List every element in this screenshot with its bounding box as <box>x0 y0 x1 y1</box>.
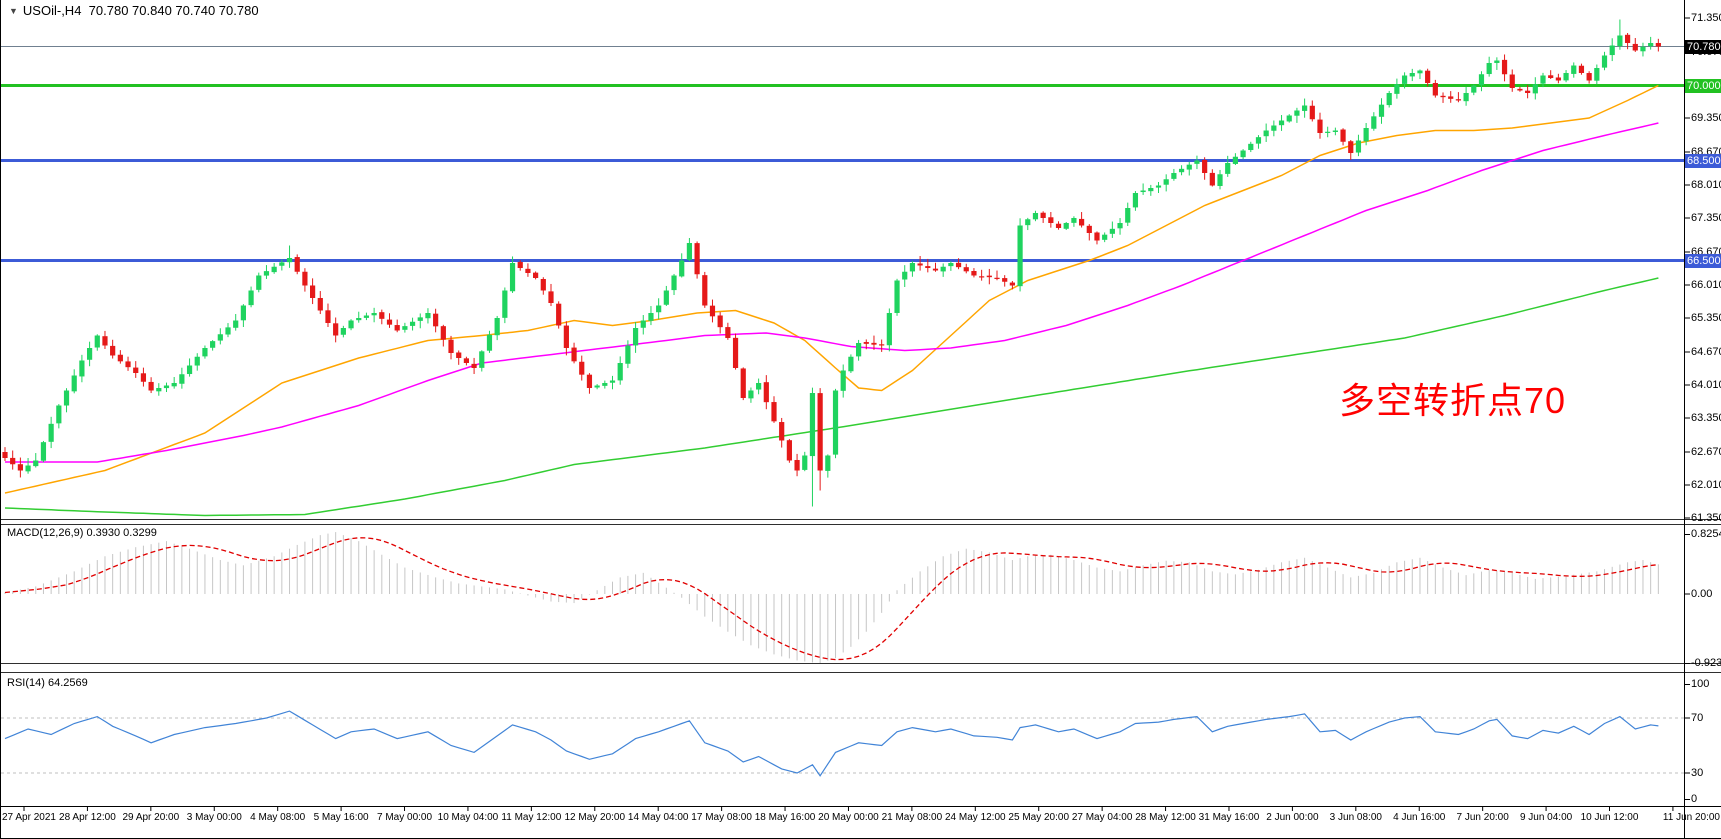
time-tick-label: 4 May 08:00 <box>250 812 306 823</box>
time-tick-label: 10 May 04:00 <box>437 812 499 823</box>
rsi-level-label: 100 <box>1691 678 1710 690</box>
symbol-dropdown-icon[interactable]: ▼ <box>9 6 18 16</box>
time-tick-label: 7 Jun 20:00 <box>1456 812 1509 823</box>
price-tick-label: 61.350 <box>1691 511 1721 524</box>
time-tick-label: 20 May 00:00 <box>818 812 879 823</box>
time-tick-label: 27 May 04:00 <box>1071 812 1133 823</box>
price-tick-label: 63.350 <box>1691 411 1721 424</box>
rsi-level-label: 70 <box>1691 711 1704 724</box>
price-tag-70.000: 70.000 <box>1685 78 1721 93</box>
price-tick-label: 62.010 <box>1691 478 1721 491</box>
macd-level-label: 0.00 <box>1691 587 1713 600</box>
macd-indicator-label: MACD(12,26,9) 0.3930 0.3299 <box>7 527 157 539</box>
price-tick-label: 62.670 <box>1691 445 1721 458</box>
price-tick-label: 67.350 <box>1691 211 1721 224</box>
price-tick-label: 71.350 <box>1691 11 1721 24</box>
time-tick-label: 3 May 00:00 <box>186 812 242 823</box>
medium-ma <box>5 122 1659 463</box>
time-tick-label: 25 May 20:00 <box>1008 812 1070 823</box>
price-tag-68.500: 68.500 <box>1685 153 1721 168</box>
rsi-line <box>4 710 1659 777</box>
slow-ma <box>4 277 1659 517</box>
time-tick-label: 5 May 16:00 <box>313 812 369 823</box>
time-tick-label: 27 Apr 2021 <box>2 812 56 823</box>
time-tick-label: 11 May 12:00 <box>501 812 562 823</box>
ohlc-values: 70.780 70.840 70.740 70.780 <box>88 3 259 18</box>
time-tick-label: 18 May 16:00 <box>754 812 816 823</box>
time-tick-label: 31 May 16:00 <box>1198 812 1260 823</box>
time-tick-label: 7 May 00:00 <box>376 812 433 823</box>
price-tick-label: 69.350 <box>1691 111 1721 124</box>
time-tick-label: 29 Apr 20:00 <box>122 812 180 823</box>
price-tag-70.780: 70.780 <box>1685 39 1721 54</box>
price-tag-66.500: 66.500 <box>1685 253 1721 268</box>
price-tick-label: 64.010 <box>1691 378 1721 391</box>
time-tick-label: 11 Jun 20:00 <box>1662 812 1720 823</box>
rsi-indicator-label: RSI(14) 64.2569 <box>7 677 88 689</box>
time-tick-label: 28 May 12:00 <box>1135 812 1196 823</box>
macd-level-label: 0.8254 <box>1691 528 1721 540</box>
time-tick-label: 24 May 12:00 <box>944 812 1006 823</box>
macd-signal-line <box>4 537 1659 661</box>
price-tick-label: 64.670 <box>1691 345 1721 358</box>
time-tick-label: 4 Jun 16:00 <box>1393 812 1446 823</box>
price-tick-label: 66.010 <box>1691 278 1721 291</box>
macd-level-label: -0.9234 <box>1691 657 1721 669</box>
time-tick-label: 9 Jun 04:00 <box>1519 812 1573 823</box>
time-tick-label: 14 May 04:00 <box>627 812 689 823</box>
time-tick-label: 3 Jun 08:00 <box>1329 812 1382 823</box>
symbol-timeframe: USOil-,H4 <box>22 3 82 18</box>
time-tick-label: 12 May 20:00 <box>564 812 626 823</box>
time-tick-label: 17 May 08:00 <box>691 812 752 823</box>
time-tick-label: 28 Apr 12:00 <box>59 812 116 823</box>
chart-title: ▼ USOil-,H4 70.780 70.840 70.740 70.780 <box>9 3 259 18</box>
time-tick-label: 2 Jun 00:00 <box>1266 812 1319 823</box>
rsi-level-label: 30 <box>1691 766 1704 779</box>
rsi-level-label: 0 <box>1691 793 1698 805</box>
price-tick-label: 68.010 <box>1691 178 1721 191</box>
price-tick-label: 65.350 <box>1691 311 1721 324</box>
time-tick-label: 21 May 08:00 <box>881 812 943 823</box>
fast-ma <box>4 84 1659 494</box>
annotation-text: 多空转折点70 <box>1339 380 1567 421</box>
time-tick-label: 10 Jun 12:00 <box>1580 812 1639 823</box>
